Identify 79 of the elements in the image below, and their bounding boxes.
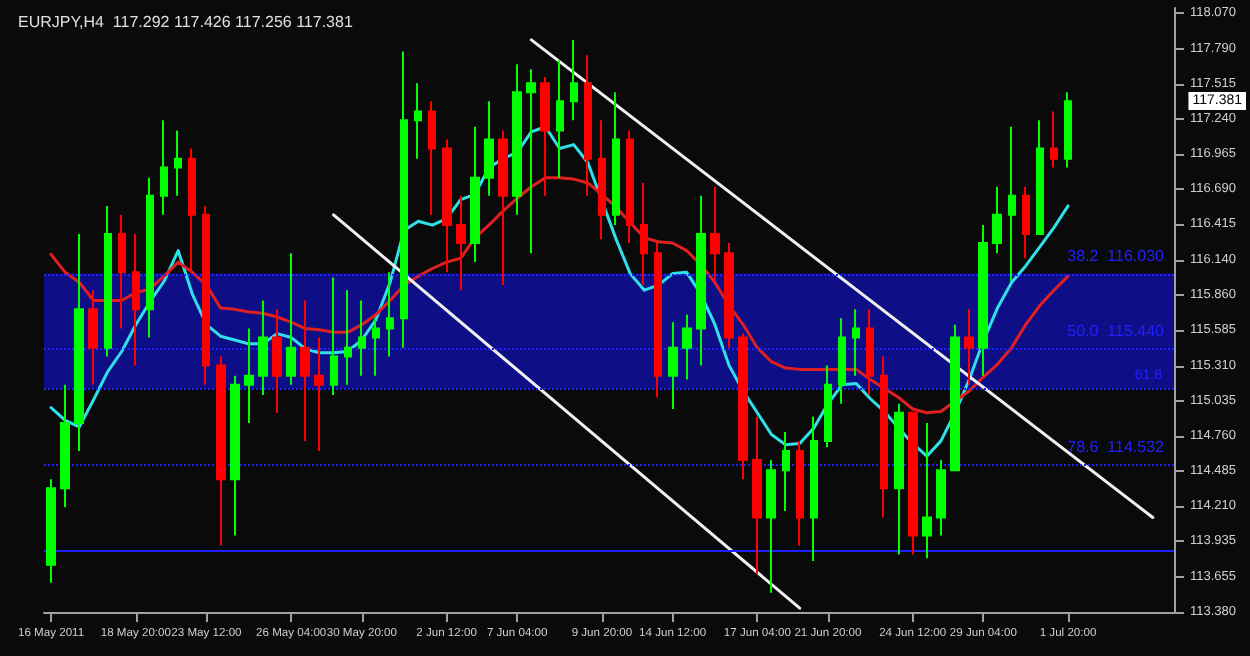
candlestick <box>936 459 946 537</box>
candlestick <box>104 204 112 358</box>
candlestick <box>724 241 734 349</box>
candlestick <box>598 119 606 241</box>
candlestick <box>470 125 480 264</box>
candlestick <box>400 50 408 349</box>
candlestick <box>498 129 508 287</box>
candlestick <box>230 374 240 537</box>
chart-title: EURJPY,H4 117.292 117.426 117.256 117.381 <box>18 13 354 31</box>
candlestick <box>1022 185 1030 260</box>
candlestick <box>640 181 648 287</box>
candlestick <box>442 138 452 274</box>
candlestick <box>696 194 706 367</box>
candlestick <box>540 75 550 197</box>
candlestick <box>372 317 380 377</box>
candlestick <box>612 91 620 227</box>
candlestick <box>1050 110 1058 169</box>
candlestick <box>160 119 168 216</box>
candlestick <box>202 204 210 386</box>
candlestick <box>654 241 662 399</box>
candlestick <box>908 411 918 556</box>
candlestick <box>244 327 254 425</box>
candlestick <box>456 194 466 292</box>
candlestick <box>894 402 904 556</box>
candlestick <box>668 321 678 410</box>
candlestick <box>46 478 56 584</box>
candlestick <box>1008 125 1016 283</box>
candlestick <box>484 100 494 197</box>
candlestick <box>796 439 804 547</box>
candlestick <box>964 308 974 386</box>
candlestick <box>1036 119 1044 236</box>
candlestick <box>584 54 592 197</box>
candlestick <box>174 129 182 197</box>
candlestick <box>358 299 366 377</box>
candlestick <box>852 308 860 377</box>
candlestick <box>626 129 634 244</box>
candlestick <box>752 415 762 575</box>
candlestick <box>188 147 196 274</box>
candlestick <box>414 82 422 160</box>
ref-line-label: 38.2 116.030 <box>1067 246 1166 265</box>
candlestick <box>428 100 436 216</box>
candlestick <box>526 68 536 255</box>
candlestick <box>330 276 338 396</box>
candlestick <box>118 213 126 330</box>
candlestick <box>74 233 84 453</box>
candlestick <box>286 252 296 386</box>
candlestick <box>766 459 776 594</box>
candlestick <box>880 355 888 519</box>
candlestick <box>258 299 268 396</box>
candlestick <box>738 332 748 481</box>
candlestick <box>1064 91 1072 169</box>
candlestick <box>782 430 790 513</box>
candlestick <box>682 313 692 381</box>
candlestick <box>132 233 140 367</box>
candlestick <box>978 224 988 377</box>
candlestick <box>344 289 352 386</box>
ref-line-label: 78.6 114.532 <box>1067 438 1166 457</box>
candlestick <box>922 422 932 560</box>
candlestick <box>300 299 310 442</box>
candlestick <box>60 383 70 509</box>
candlestick <box>838 317 846 405</box>
candlestick <box>272 308 282 414</box>
candlestick <box>824 364 832 449</box>
candlestick <box>570 38 578 122</box>
candlestick <box>992 185 1002 255</box>
candlestick <box>810 415 818 562</box>
line-series <box>49 176 1070 415</box>
candlestick <box>386 271 394 358</box>
candlestick <box>710 185 720 283</box>
line-series <box>49 125 1070 458</box>
candlestick <box>556 59 564 179</box>
ref-line-label: 50.0 115.440 <box>1067 321 1166 340</box>
candlestick <box>314 336 324 453</box>
candlestick <box>216 355 226 547</box>
candlestick <box>866 308 874 396</box>
candlestick <box>950 323 960 472</box>
candlestick <box>512 63 522 216</box>
candlestick <box>88 289 98 386</box>
candlestick <box>146 176 154 339</box>
